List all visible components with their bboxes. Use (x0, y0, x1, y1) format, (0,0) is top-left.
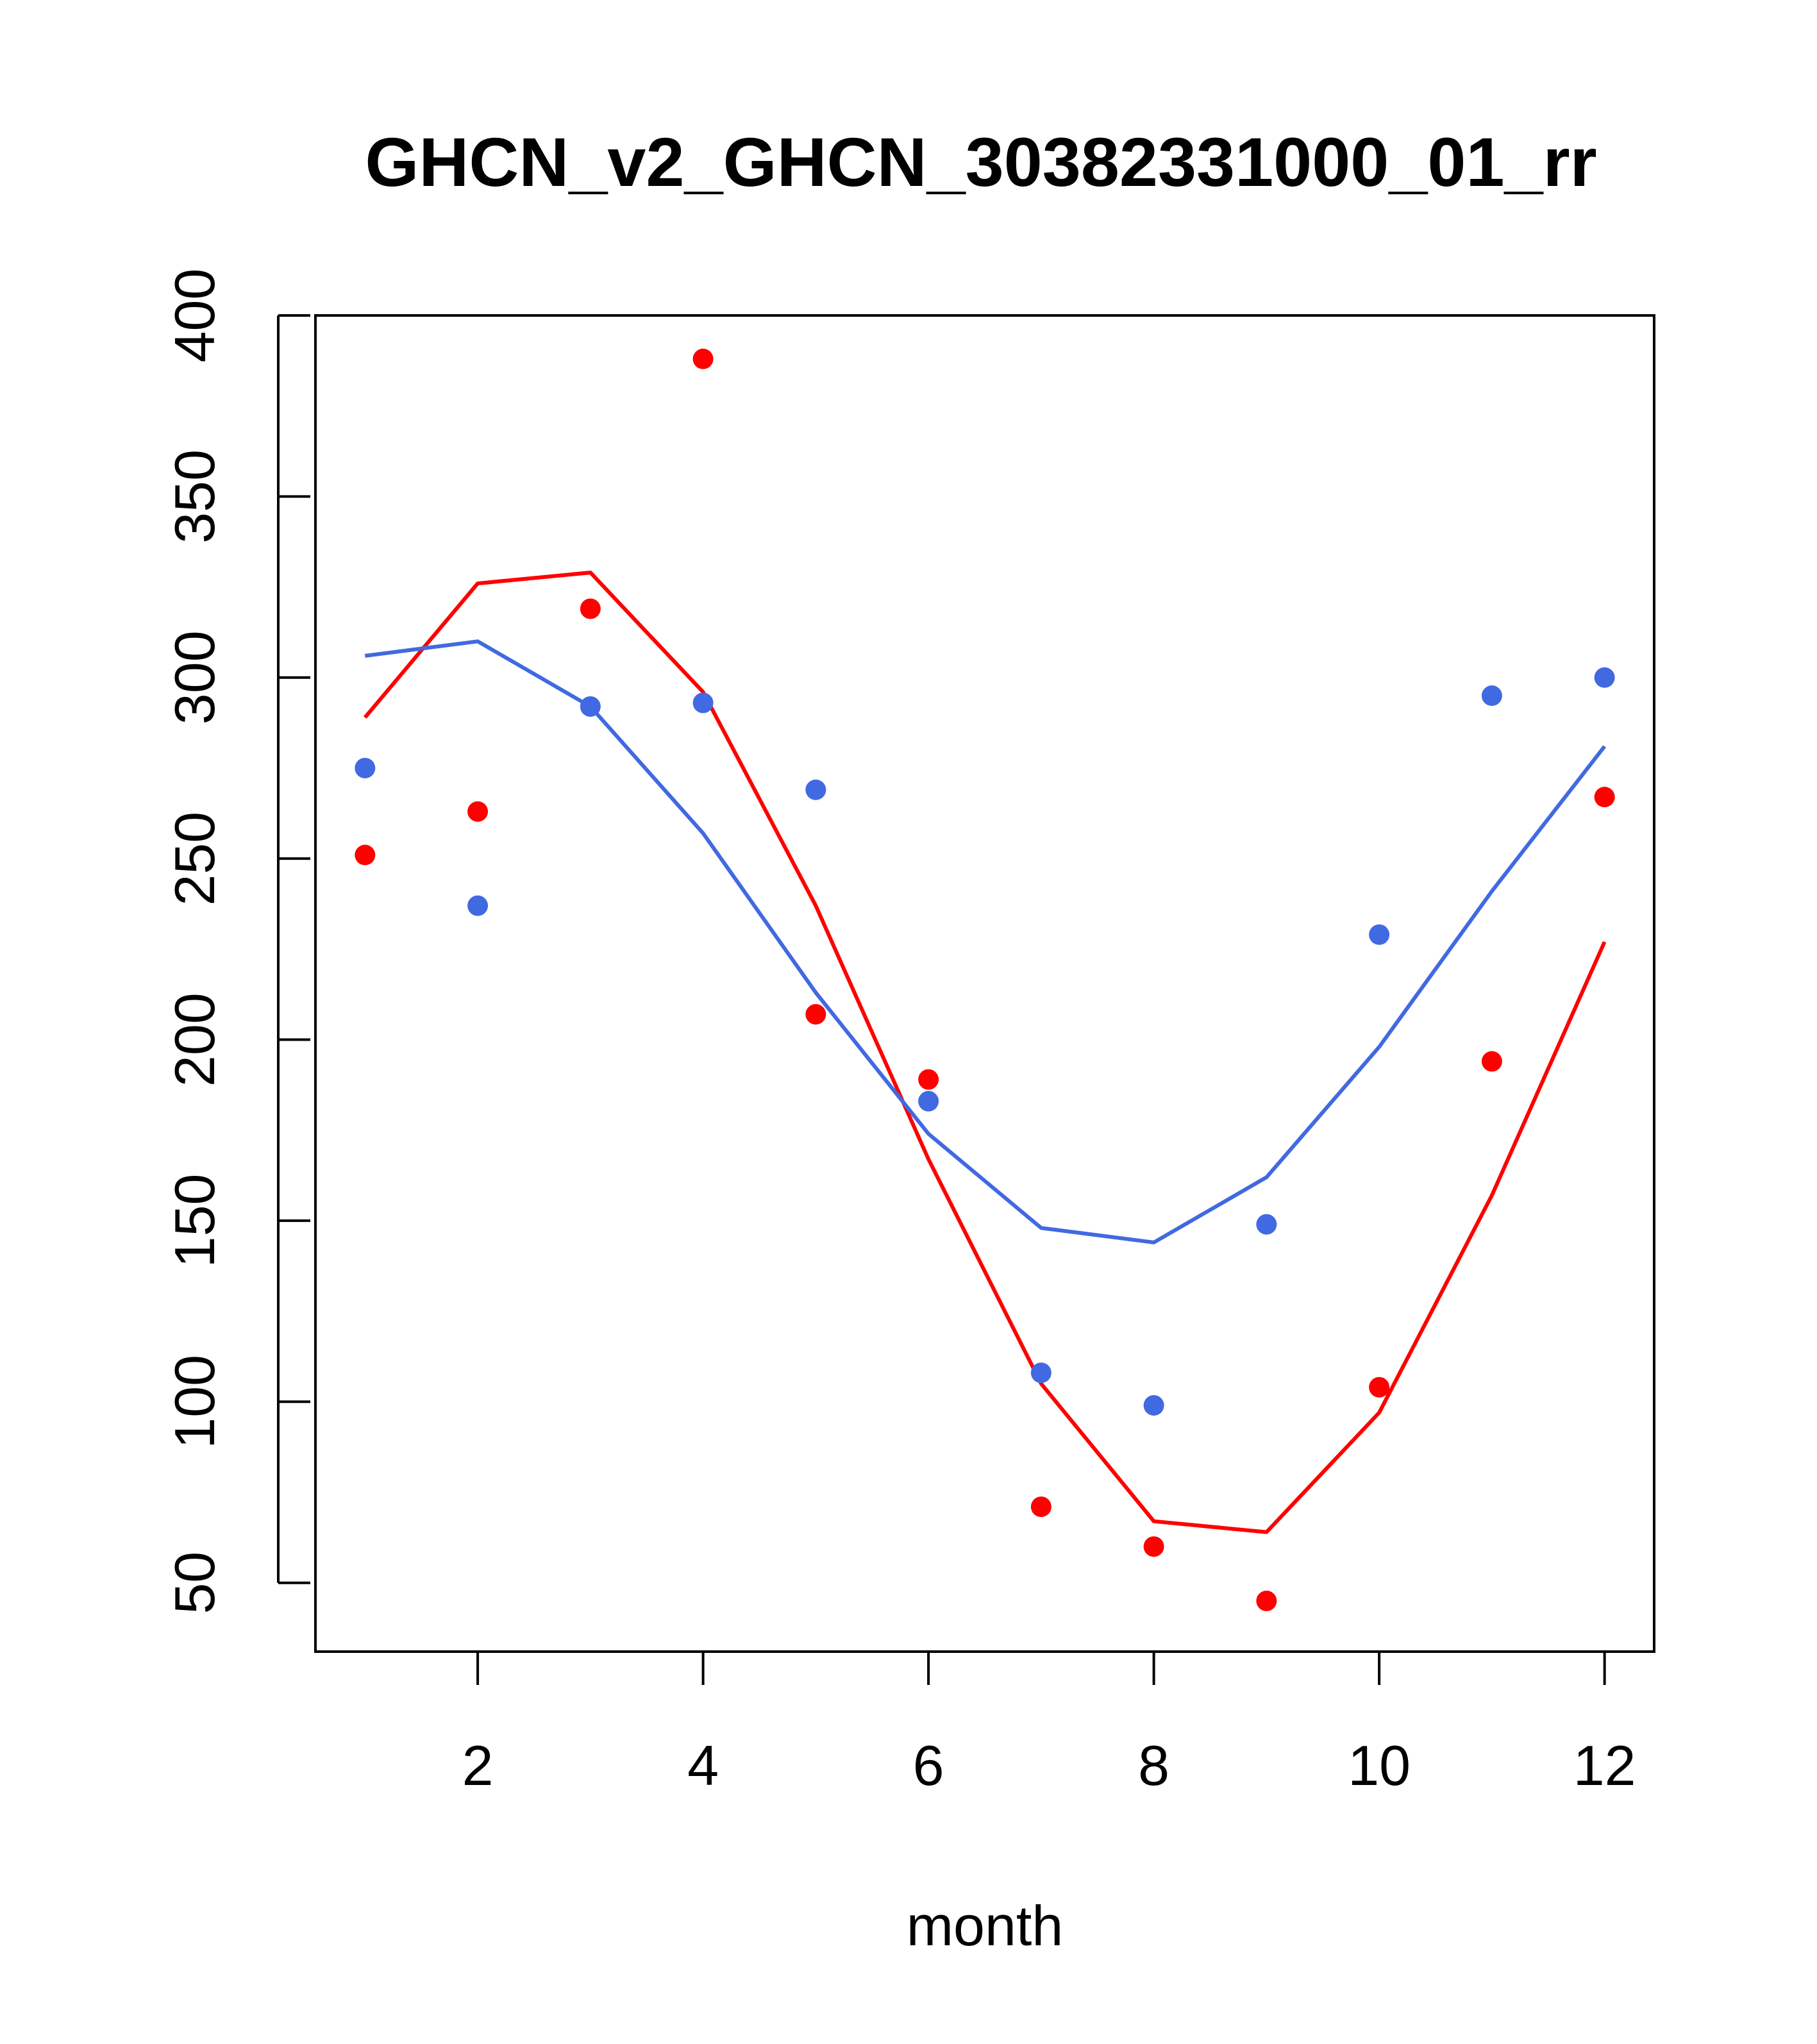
points-blue-point-4 (692, 692, 714, 714)
y-tick-label: 350 (163, 449, 226, 544)
series-lines (364, 570, 1607, 1534)
points-blue-point-6 (918, 1091, 939, 1112)
series-points (355, 348, 1615, 1611)
chart-title: GHCN_v2_GHCN_30382331000_01_rr (365, 123, 1596, 201)
points-blue-point-11 (1481, 685, 1502, 707)
points-blue-point-10 (1369, 924, 1390, 945)
points-red-point-12 (1594, 787, 1615, 808)
x-tick-label: 2 (462, 1734, 494, 1797)
points-red-point-10 (1369, 1377, 1390, 1398)
y-tick-label: 400 (163, 269, 226, 363)
points-red-point-7 (1030, 1496, 1051, 1518)
series-line-blue (364, 639, 1607, 1244)
y-axis: 50 100 150 200 250 300 350 400 (163, 269, 310, 1614)
points-blue-point-1 (355, 757, 376, 778)
series-line-red (364, 570, 1607, 1534)
y-tick-label: 250 (163, 812, 226, 906)
x-tick-label: 10 (1348, 1734, 1411, 1797)
points-red-point-8 (1143, 1536, 1164, 1557)
points-red-point-2 (467, 801, 489, 822)
points-blue-point-2 (467, 895, 489, 916)
points-blue-point-12 (1594, 667, 1615, 688)
points-red-point-3 (580, 598, 601, 619)
x-axis: 2 4 6 8 10 12 (462, 1650, 1636, 1797)
plot-frame (314, 314, 1655, 1653)
y-tick-label: 100 (163, 1355, 226, 1449)
x-tick-label: 4 (687, 1734, 719, 1797)
points-blue-point-7 (1030, 1362, 1051, 1384)
points-blue-point-5 (805, 779, 826, 800)
points-red-point-6 (918, 1069, 939, 1090)
x-tick-label: 12 (1573, 1734, 1636, 1797)
y-tick-label: 200 (163, 993, 226, 1087)
x-axis-label: month (907, 1894, 1064, 1957)
points-blue-point-8 (1143, 1395, 1164, 1416)
x-tick-label: 8 (1138, 1734, 1169, 1797)
y-tick-label: 50 (163, 1552, 226, 1614)
points-red-point-4 (692, 348, 714, 369)
points-red-point-9 (1256, 1590, 1277, 1611)
points-blue-point-9 (1256, 1214, 1277, 1235)
points-red-point-1 (355, 844, 376, 866)
points-blue-point-3 (580, 696, 601, 717)
x-tick-label: 6 (913, 1734, 944, 1797)
points-red-point-11 (1481, 1051, 1502, 1072)
y-tick-label: 300 (163, 630, 226, 725)
y-tick-label: 150 (163, 1174, 226, 1268)
points-red-point-5 (805, 1004, 826, 1025)
